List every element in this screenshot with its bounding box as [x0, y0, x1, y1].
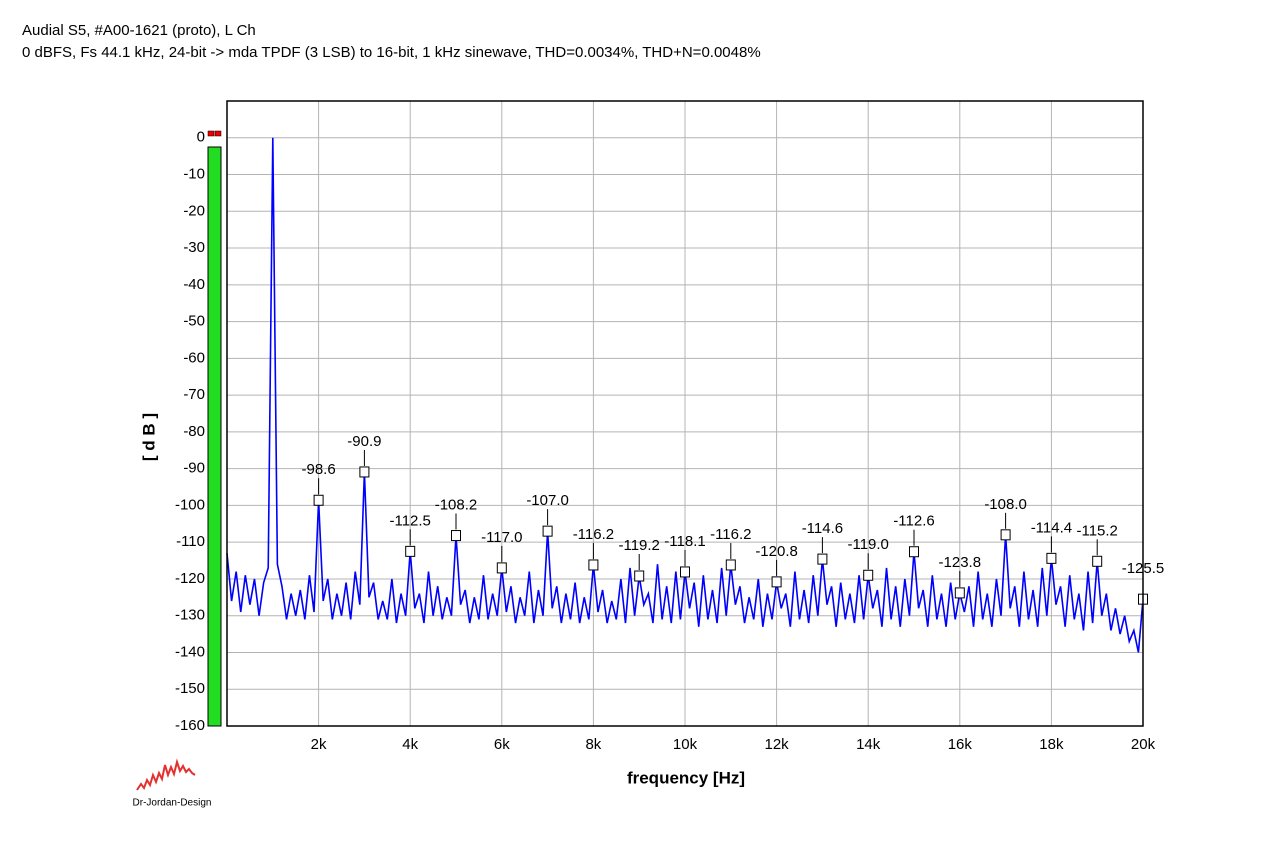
x-tick-label: 2k	[311, 736, 327, 753]
credit: Dr-Jordan-Design	[133, 798, 212, 809]
x-tick-label: 6k	[494, 736, 510, 753]
y-tick-label: -140	[175, 643, 205, 660]
y-tick-label: -160	[175, 717, 205, 734]
y-tick-label: -40	[183, 276, 205, 293]
y-tick-label: -70	[183, 386, 205, 403]
y-tick-label: -130	[175, 607, 205, 624]
clip-indicator	[207, 130, 215, 137]
marker	[909, 546, 919, 558]
marker-label: -112.5	[389, 512, 430, 529]
x-tick-label: 8k	[585, 736, 601, 753]
marker	[542, 525, 553, 537]
x-tick-label: 16k	[948, 736, 973, 753]
y-tick-label: -30	[183, 239, 205, 256]
marker	[405, 545, 416, 557]
plot-frame	[226, 100, 1144, 727]
marker	[634, 570, 645, 582]
marker-label: -115.2	[1076, 522, 1117, 539]
level-meter	[207, 146, 222, 727]
marker-label: -114.4	[1031, 519, 1072, 536]
x-tick-label: 12k	[765, 736, 790, 753]
marker-label: -112.6	[893, 513, 934, 530]
y-tick-label: -80	[183, 423, 205, 440]
x-tick-label: 18k	[1039, 736, 1064, 753]
y-tick-label: -50	[183, 313, 205, 330]
y-tick-label: -60	[183, 349, 205, 366]
y-tick-label: -20	[183, 202, 205, 219]
y-tick-label: -120	[175, 570, 205, 587]
marker-label: -116.2	[710, 526, 751, 543]
marker	[680, 566, 690, 578]
y-tick-label: 0	[197, 129, 205, 146]
marker-label: -116.2	[573, 526, 614, 543]
y-tick-label: -10	[183, 165, 205, 182]
x-tick-label: 14k	[856, 736, 881, 753]
x-tick-label: 4k	[402, 736, 418, 753]
marker	[1092, 555, 1103, 567]
marker	[1046, 552, 1057, 564]
x-tick-label: 10k	[673, 736, 698, 753]
y-tick-label: -90	[183, 460, 205, 477]
marker	[313, 494, 324, 506]
marker	[954, 587, 965, 599]
logo	[136, 758, 196, 791]
marker	[771, 576, 782, 588]
chart-title: Audial S5, #A00-1621 (proto), L Ch	[22, 22, 256, 39]
marker	[496, 562, 507, 574]
marker-label: -119.0	[847, 536, 888, 553]
marker	[588, 559, 599, 571]
marker-label: -107.0	[526, 492, 569, 509]
marker	[359, 466, 370, 478]
y-tick-label: -150	[175, 680, 205, 697]
marker-label: -108.0	[984, 496, 1027, 513]
marker-label: -123.8	[939, 554, 982, 571]
marker-label: -98.6	[301, 461, 335, 478]
x-tick-label: 20k	[1131, 736, 1156, 753]
y-tick-label: -100	[175, 496, 205, 513]
marker-label: -114.6	[802, 520, 843, 537]
marker	[863, 569, 874, 581]
marker	[451, 530, 461, 542]
marker	[817, 553, 828, 565]
chart-subtitle: 0 dBFS, Fs 44.1 kHz, 24-bit -> mda TPDF …	[22, 44, 761, 61]
marker-label: -90.9	[347, 433, 381, 450]
marker-label: -117.0	[481, 529, 522, 546]
plot-area: -160-150-140-130-120-110-100-90-80-70-60…	[175, 100, 1164, 753]
clip-indicator	[214, 130, 222, 137]
marker-label: -108.2	[435, 497, 478, 514]
y-tick-label: -110	[176, 533, 205, 550]
y-axis-label: [ d B ]	[139, 413, 158, 461]
marker-label: -118.1	[664, 533, 705, 550]
x-axis-label: frequency [Hz]	[627, 768, 745, 787]
marker	[1000, 529, 1011, 541]
marker-label: -119.2	[618, 537, 659, 554]
marker-label: -120.8	[755, 543, 798, 560]
marker	[725, 559, 736, 571]
